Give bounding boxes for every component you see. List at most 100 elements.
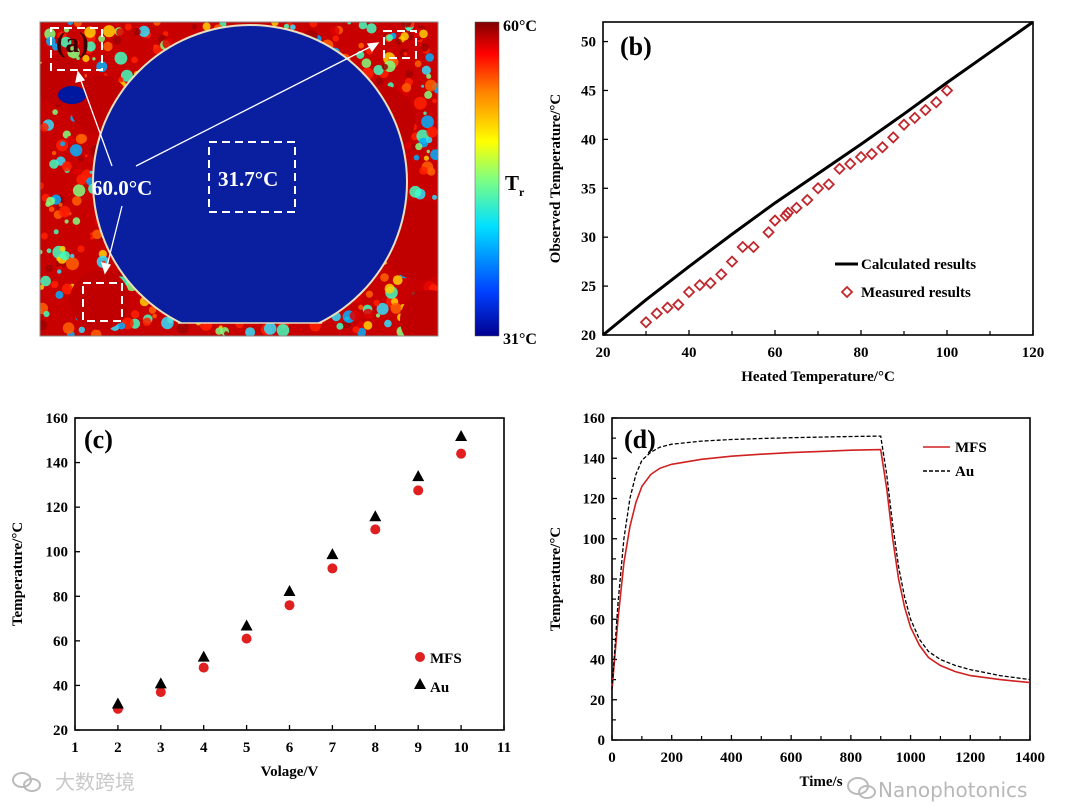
measured-point [768, 214, 782, 227]
sample-disc [92, 24, 408, 323]
heat-blob [84, 154, 88, 158]
measured-point [919, 103, 932, 117]
wechat-icon [12, 772, 876, 799]
mfs-point [456, 448, 467, 459]
measured-point [682, 285, 696, 299]
heat-blob [421, 115, 434, 129]
heat-blob [70, 253, 75, 259]
heat-blob [59, 245, 66, 252]
heat-blob [349, 310, 360, 321]
heat-blob [44, 28, 56, 40]
au-point [111, 697, 124, 709]
heat-blob [191, 24, 197, 30]
x-tick-label: 120 [1022, 345, 1045, 361]
heat-blob [432, 194, 437, 200]
measured-point [843, 157, 857, 171]
y-tick-label: 100 [583, 532, 606, 548]
heat-blob [76, 174, 88, 185]
heat-blob [245, 327, 256, 336]
x-tick-label: 600 [780, 750, 803, 766]
heat-blob [271, 22, 279, 27]
heat-blob [425, 79, 437, 92]
heat-blob [89, 232, 94, 236]
heat-blob [363, 321, 373, 330]
x-tick-label: 1200 [955, 750, 985, 766]
y-tick-label: 120 [46, 500, 69, 516]
measured-point [747, 240, 760, 254]
x-tick-label: 40 [682, 345, 697, 361]
heat-blob [130, 310, 140, 319]
panel-label: (c) [84, 425, 113, 454]
measured-point [639, 316, 653, 329]
heat-blob [423, 111, 427, 115]
heat-blob [276, 324, 290, 336]
heat-blob [73, 168, 81, 176]
y-tick-label: 60 [590, 612, 605, 628]
heat-blob [46, 196, 55, 206]
legend-au: Au [955, 464, 974, 480]
legend-mfs-marker [415, 652, 425, 662]
heat-blob [419, 166, 428, 175]
y-tick-label: 30 [581, 230, 596, 246]
mfs-point [413, 485, 424, 496]
x-tick-label: 0 [608, 750, 616, 766]
heat-blob [142, 317, 152, 327]
measured-point [840, 285, 854, 299]
panel-d-chart: 0 200 400 600 800 1000 1200 1400 0 20 40 60 80 100 120… [548, 411, 1045, 790]
heat-blob [52, 109, 58, 115]
roi-top-left [50, 27, 103, 71]
heat-blob [375, 77, 384, 86]
x-tick-label: 1400 [1015, 750, 1045, 766]
heat-blob [425, 136, 433, 144]
heat-blob [112, 36, 122, 45]
heat-blob [78, 326, 86, 333]
heat-blob [366, 23, 377, 34]
heat-blob [138, 25, 150, 38]
heat-blob [390, 302, 402, 314]
heat-blob [347, 22, 351, 25]
heat-blob [52, 43, 60, 51]
measured-point [876, 140, 889, 154]
heat-blob [118, 322, 126, 330]
panel-label: (d) [624, 425, 656, 454]
heat-blob [40, 123, 49, 132]
heat-blob [264, 322, 277, 335]
heat-blob [89, 170, 93, 174]
heat-blob [76, 56, 80, 60]
y-tick-label: 0 [598, 733, 606, 749]
heat-blob [336, 322, 344, 330]
heat-blob [386, 34, 393, 41]
x-tick-label: 11 [497, 740, 511, 756]
heat-blob [66, 135, 76, 145]
heat-blob [92, 57, 96, 61]
y-tick-label: 40 [581, 132, 596, 148]
heat-blob [392, 275, 403, 285]
heat-blob [395, 38, 402, 46]
y-tick-label: 25 [581, 279, 596, 295]
legend-measured: Measured results [861, 285, 971, 301]
measured-point [779, 209, 793, 222]
colorbar-max-label: 60°C [503, 18, 537, 35]
annotation-arrows [75, 42, 380, 275]
heat-blob [56, 256, 61, 262]
x-tick-label: 5 [243, 740, 251, 756]
heat-blob [417, 43, 422, 47]
y-axis-label: Temperature/°C [10, 522, 26, 626]
heat-blob [84, 213, 89, 218]
mfs-point [155, 687, 166, 698]
legend-mfs: MFS [430, 651, 462, 667]
measured-point [714, 268, 728, 281]
heat-blob [417, 36, 421, 40]
heat-blob [78, 155, 84, 162]
heat-blob [66, 257, 79, 271]
legend-calculated: Calculated results [861, 257, 976, 273]
heat-blob [62, 322, 75, 334]
measured-point [725, 255, 739, 268]
heat-blob [60, 141, 66, 147]
mfs-point [327, 563, 338, 574]
heat-blob [48, 206, 55, 212]
heat-blob [69, 144, 83, 157]
y-tick-label: 35 [581, 181, 596, 197]
heat-blob [419, 29, 428, 39]
heat-blob [61, 161, 72, 172]
